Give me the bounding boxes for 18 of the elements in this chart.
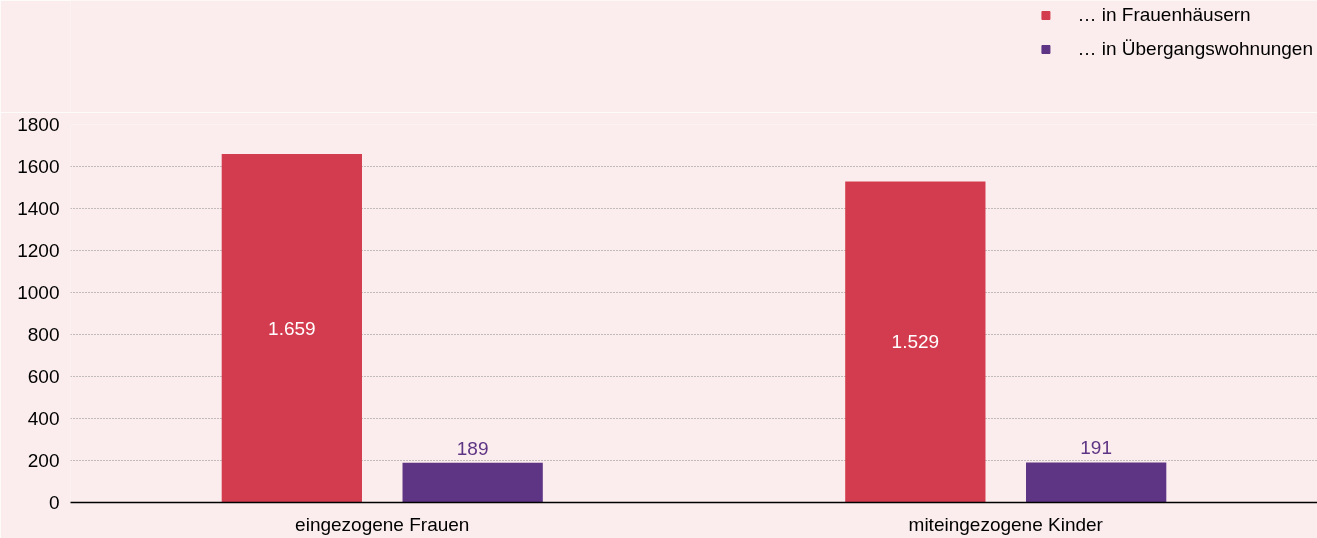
x-tick-label: eingezogene Frauen bbox=[295, 513, 470, 535]
y-tick-label: 800 bbox=[27, 324, 60, 345]
y-tick-label: 1200 bbox=[17, 240, 60, 261]
y-tick-label: 1800 bbox=[17, 114, 60, 135]
data-label: 1.529 bbox=[891, 331, 940, 353]
x-tick-label: miteingezogene Kinder bbox=[908, 513, 1104, 535]
y-tick-label: 0 bbox=[48, 492, 60, 513]
data-label: 191 bbox=[1080, 437, 1113, 459]
y-tick-label: 1000 bbox=[17, 282, 60, 303]
y-tick-label: 200 bbox=[27, 450, 60, 471]
y-tick-label: 400 bbox=[27, 408, 60, 429]
y-tick-label: 600 bbox=[27, 366, 60, 387]
legend-label: … in Frauenhäusern bbox=[1077, 4, 1251, 26]
y-tick-label: 1400 bbox=[17, 198, 60, 219]
legend-label: … in Übergangswohnungen bbox=[1077, 38, 1313, 60]
data-label: 189 bbox=[456, 437, 489, 459]
data-label: 1.659 bbox=[268, 317, 316, 339]
y-tick-label: 1600 bbox=[17, 156, 60, 177]
